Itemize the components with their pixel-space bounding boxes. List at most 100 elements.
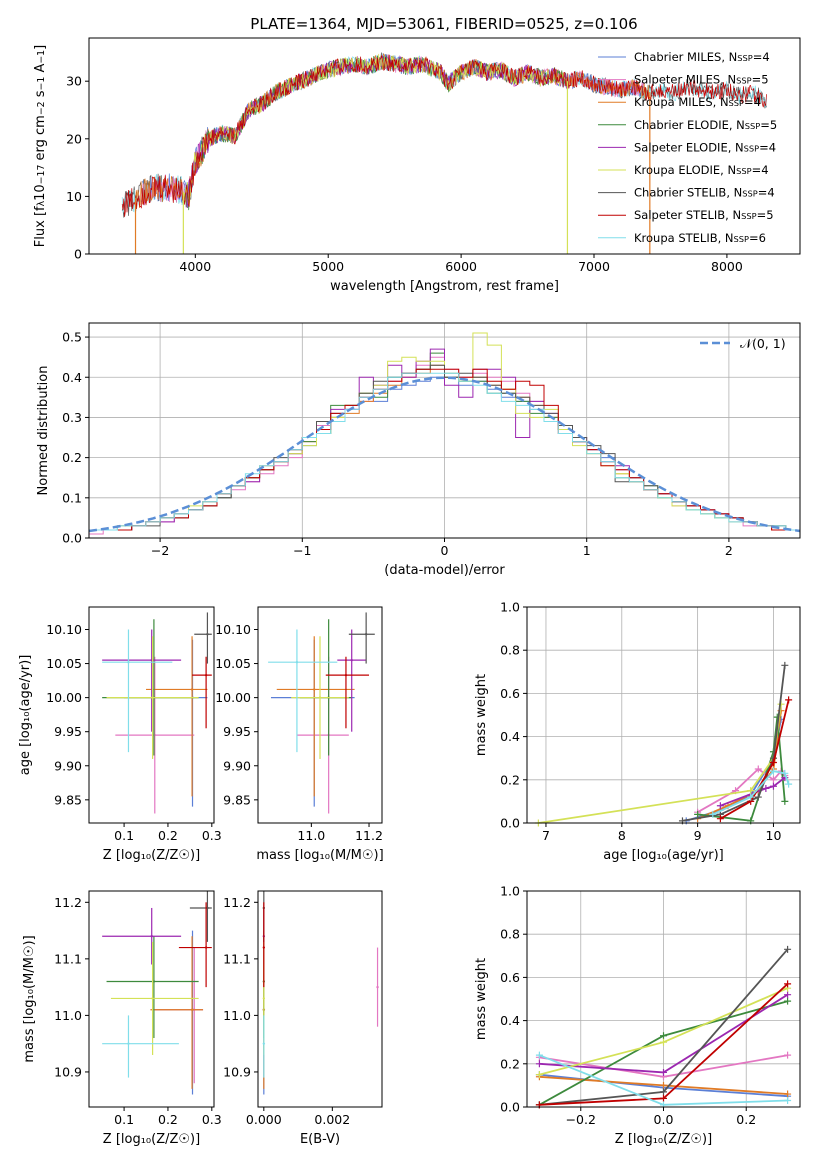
data-marker xyxy=(784,991,792,999)
y-tick-label: 10.00 xyxy=(215,690,251,705)
y-axis-label: mass [log₁₀(M/M☉)] xyxy=(22,935,37,1062)
label-part: SSP xyxy=(737,53,752,63)
x-tick-label: 0.2 xyxy=(158,828,178,843)
axes-frame xyxy=(257,890,383,1108)
y-tick-label: 10.9 xyxy=(54,1064,82,1079)
y-tick-label: 0.2 xyxy=(500,1056,520,1071)
data-point xyxy=(190,1008,194,1011)
y-tick-label: 0.3 xyxy=(62,410,82,425)
data-marker xyxy=(747,787,755,795)
y-tick-label: 9.95 xyxy=(223,724,251,739)
histogram-step xyxy=(89,372,800,538)
label-part: −1 xyxy=(36,77,47,91)
gaussian-reference-line xyxy=(89,376,800,533)
x-tick-label: 0 xyxy=(441,543,449,558)
x-tick-label: 5000 xyxy=(312,259,344,274)
label-part: SSP xyxy=(729,98,744,108)
label-part: Salpeter STELIB, N xyxy=(634,208,741,222)
x-tick-label: 2 xyxy=(725,543,733,558)
data-marker xyxy=(785,696,793,704)
data-point xyxy=(262,946,266,949)
data-marker xyxy=(784,997,792,1005)
spectrum-line xyxy=(121,54,767,217)
x-axis-label: Z [log₁₀(Z/Z☉)] xyxy=(103,848,200,863)
x-tick-label: 0.000 xyxy=(246,1112,282,1127)
x-tick-label: 0.1 xyxy=(114,828,134,843)
label-part: =4 xyxy=(759,140,776,154)
data-point xyxy=(152,980,156,983)
label-part: SSP xyxy=(744,143,759,153)
label-part: =5 xyxy=(760,118,777,132)
axes-frame xyxy=(526,606,801,824)
axes-frame xyxy=(88,37,801,255)
data-marker xyxy=(660,1038,667,1046)
label-part: =5 xyxy=(752,73,769,87)
y-tick-label: 0.2 xyxy=(500,772,520,787)
y-tick-label: 11.1 xyxy=(54,951,82,966)
x-tick-label: 0.1 xyxy=(114,1112,134,1127)
x-tick-label: 7 xyxy=(542,828,550,843)
axes-frame xyxy=(88,890,215,1108)
label-part: −17 xyxy=(36,165,47,185)
data-point xyxy=(350,658,353,662)
data-marker xyxy=(781,661,789,669)
data-marker xyxy=(660,1081,667,1089)
x-axis-label: E(B-V) xyxy=(300,1132,340,1147)
series-line xyxy=(720,776,786,807)
y-tick-label: 10.9 xyxy=(223,1064,251,1079)
label-part: Kroupa ELODIE, N xyxy=(634,163,736,177)
y-tick-label: 11.1 xyxy=(223,951,251,966)
legend-label: Chabrier MILES, NSSP=4 xyxy=(634,50,770,64)
label-part: Kroupa MILES, N xyxy=(634,95,729,109)
data-marker xyxy=(781,769,789,777)
label-part: Flux [f xyxy=(33,206,48,247)
data-point xyxy=(318,696,322,699)
axes-frame xyxy=(257,606,383,824)
x-tick-label: 0.3 xyxy=(202,828,222,843)
label-part: Chabrier ELODIE, N xyxy=(634,118,745,132)
data-point xyxy=(364,633,368,636)
data-point xyxy=(204,946,208,949)
x-tick-label: 0.2 xyxy=(158,1112,178,1127)
mass-vs-ebv-panel: 0.000 0.002 10.9 11.0 11.1 11.2 E(B-V) xyxy=(223,890,383,1147)
y-tick-label: 10.00 xyxy=(46,690,82,705)
spectrum-line xyxy=(183,53,568,206)
x-axis-label: (data-model)/error xyxy=(384,563,505,578)
label-part: −2 xyxy=(36,101,47,115)
label-part: SSP xyxy=(741,211,756,221)
data-marker xyxy=(747,793,755,801)
x-tick-label: −1 xyxy=(293,543,311,558)
data-point xyxy=(190,688,194,691)
label-part: s xyxy=(33,90,48,101)
data-marker xyxy=(784,1090,792,1098)
label-part: ] xyxy=(33,45,48,50)
label-part: −1 xyxy=(36,50,47,64)
x-tick-label: 1 xyxy=(583,543,591,558)
label-part: =4 xyxy=(752,163,769,177)
data-marker xyxy=(716,815,724,823)
data-marker xyxy=(785,780,793,788)
data-marker xyxy=(754,793,762,801)
data-marker xyxy=(716,802,724,810)
y-axis-label: Normed distribution xyxy=(36,366,51,496)
label-part: λ xyxy=(36,200,47,206)
data-marker xyxy=(784,1051,792,1059)
y-tick-label: 0.6 xyxy=(500,970,520,985)
axes-frame xyxy=(88,606,215,824)
label-part: =5 xyxy=(757,208,774,222)
legend-label: Salpeter MILES, NSSP=5 xyxy=(634,73,769,87)
y-tick-label: 0.0 xyxy=(500,1100,520,1115)
y-tick-label: 10.05 xyxy=(215,656,251,671)
x-tick-label: 0.002 xyxy=(314,1112,350,1127)
y-tick-label: 10.10 xyxy=(46,622,82,637)
legend-label: Chabrier ELODIE, NSSP=5 xyxy=(634,118,777,132)
x-axis-label: wavelength [Angstrom, rest frame] xyxy=(330,279,559,294)
data-marker xyxy=(535,1060,543,1068)
y-tick-label: 0 xyxy=(74,247,82,262)
label-part: SSP xyxy=(742,189,757,199)
y-tick-label: 1.0 xyxy=(500,600,520,615)
data-point xyxy=(206,906,209,910)
label-part: Chabrier STELIB, N xyxy=(634,186,742,200)
data-marker xyxy=(660,1032,667,1040)
